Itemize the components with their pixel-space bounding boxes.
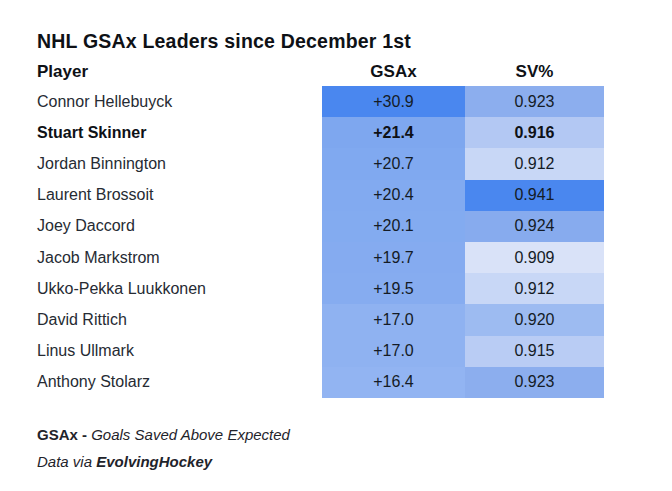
- data-credit-prefix: Data via: [37, 453, 96, 470]
- gsax-value: +21.4: [322, 117, 465, 148]
- infographic-canvas: NHL GSAx Leaders since December 1st Play…: [0, 0, 672, 491]
- sv-value: 0.916: [465, 117, 604, 148]
- page-title: NHL GSAx Leaders since December 1st: [37, 30, 411, 53]
- table-row: Connor Hellebuyck +30.9 0.923: [37, 86, 604, 117]
- table-row: Jacob Markstrom +19.7 0.909: [37, 242, 604, 273]
- column-header-gsax: GSAx: [322, 62, 465, 82]
- sv-value: 0.941: [465, 180, 604, 211]
- gsax-value: +19.5: [322, 273, 465, 304]
- sv-value: 0.912: [465, 148, 604, 179]
- gsax-value: +20.7: [322, 148, 465, 179]
- table-row: Joey Daccord +20.1 0.924: [37, 211, 604, 242]
- player-name: Ukko-Pekka Luukkonen: [37, 273, 322, 304]
- leaders-table: Player GSAx SV% Connor Hellebuyck +30.9 …: [37, 58, 604, 398]
- table-row: Anthony Stolarz +16.4 0.923: [37, 367, 604, 398]
- table-header-row: Player GSAx SV%: [37, 58, 604, 86]
- player-name: Connor Hellebuyck: [37, 86, 322, 117]
- player-name: Stuart Skinner: [37, 117, 322, 148]
- gsax-value: +17.0: [322, 336, 465, 367]
- player-name: Joey Daccord: [37, 211, 322, 242]
- player-name: David Rittich: [37, 304, 322, 335]
- gsax-value: +16.4: [322, 367, 465, 398]
- table-row: Jordan Binnington +20.7 0.912: [37, 148, 604, 179]
- sv-value: 0.920: [465, 304, 604, 335]
- sv-value: 0.915: [465, 336, 604, 367]
- sv-value: 0.924: [465, 211, 604, 242]
- player-name: Jordan Binnington: [37, 148, 322, 179]
- player-name: Jacob Markstrom: [37, 242, 322, 273]
- gsax-value: +20.1: [322, 211, 465, 242]
- gsax-definition-term: GSAx -: [37, 426, 87, 443]
- sv-value: 0.912: [465, 273, 604, 304]
- table-row: Laurent Brossoit +20.4 0.941: [37, 180, 604, 211]
- table-row: David Rittich +17.0 0.920: [37, 304, 604, 335]
- table-row: Stuart Skinner +21.4 0.916: [37, 117, 604, 148]
- column-header-sv: SV%: [465, 62, 604, 82]
- player-name: Linus Ullmark: [37, 336, 322, 367]
- table-row: Ukko-Pekka Luukkonen +19.5 0.912: [37, 273, 604, 304]
- sv-value: 0.923: [465, 367, 604, 398]
- gsax-value: +17.0: [322, 304, 465, 335]
- gsax-value: +20.4: [322, 180, 465, 211]
- gsax-value: +19.7: [322, 242, 465, 273]
- column-header-player: Player: [37, 62, 322, 82]
- player-name: Anthony Stolarz: [37, 367, 322, 398]
- data-credit: Data via EvolvingHockey: [37, 453, 212, 470]
- data-credit-source: EvolvingHockey: [96, 453, 212, 470]
- gsax-definition: GSAx - Goals Saved Above Expected: [37, 426, 290, 443]
- gsax-value: +30.9: [322, 86, 465, 117]
- table-row: Linus Ullmark +17.0 0.915: [37, 336, 604, 367]
- sv-value: 0.923: [465, 86, 604, 117]
- player-name: Laurent Brossoit: [37, 180, 322, 211]
- gsax-definition-text: Goals Saved Above Expected: [91, 426, 290, 443]
- sv-value: 0.909: [465, 242, 604, 273]
